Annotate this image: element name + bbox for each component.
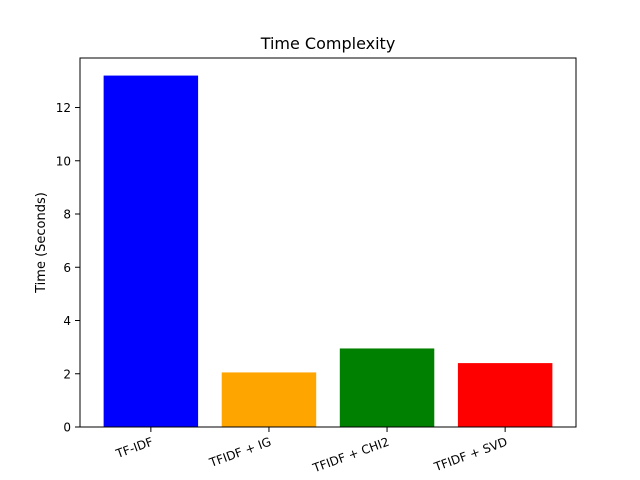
chart-title: Time Complexity [260,34,396,53]
y-tick-label: 10 [56,154,71,168]
y-tick-label: 0 [63,421,71,435]
y-axis-ticks: 0 2 4 6 8 10 12 [56,101,80,435]
bar [221,372,317,427]
plot-frame [79,57,577,428]
bars-group [103,75,553,428]
y-tick-label: 4 [63,314,71,328]
bar [103,75,199,428]
bar [457,363,553,427]
y-tick-label: 12 [56,101,71,115]
y-axis-label: Time (Seconds) [34,192,49,294]
y-tick-label: 6 [63,261,71,275]
bar [339,348,435,427]
y-tick-label: 2 [63,367,71,381]
y-tick-label: 8 [63,208,71,222]
